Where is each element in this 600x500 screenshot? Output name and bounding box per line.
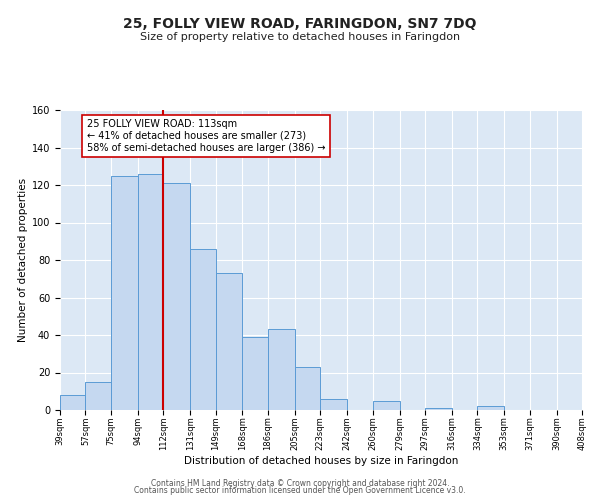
Bar [60,395,85,410]
Text: Contains public sector information licensed under the Open Government Licence v3: Contains public sector information licen… [134,486,466,495]
Bar [85,382,111,410]
Bar [373,400,400,410]
Text: 25 FOLLY VIEW ROAD: 113sqm
← 41% of detached houses are smaller (273)
58% of sem: 25 FOLLY VIEW ROAD: 113sqm ← 41% of deta… [87,120,325,152]
Bar [478,406,504,410]
Bar [320,399,347,410]
Bar [190,248,215,410]
Bar [268,330,295,410]
Y-axis label: Number of detached properties: Number of detached properties [17,178,28,342]
Bar [111,176,138,410]
X-axis label: Distribution of detached houses by size in Faringdon: Distribution of detached houses by size … [184,456,458,466]
Bar [295,367,320,410]
Text: 25, FOLLY VIEW ROAD, FARINGDON, SN7 7DQ: 25, FOLLY VIEW ROAD, FARINGDON, SN7 7DQ [123,18,477,32]
Text: Size of property relative to detached houses in Faringdon: Size of property relative to detached ho… [140,32,460,42]
Bar [163,183,190,410]
Text: Contains HM Land Registry data © Crown copyright and database right 2024.: Contains HM Land Registry data © Crown c… [151,478,449,488]
Bar [425,408,452,410]
Bar [242,337,268,410]
Bar [215,273,242,410]
Bar [138,174,163,410]
